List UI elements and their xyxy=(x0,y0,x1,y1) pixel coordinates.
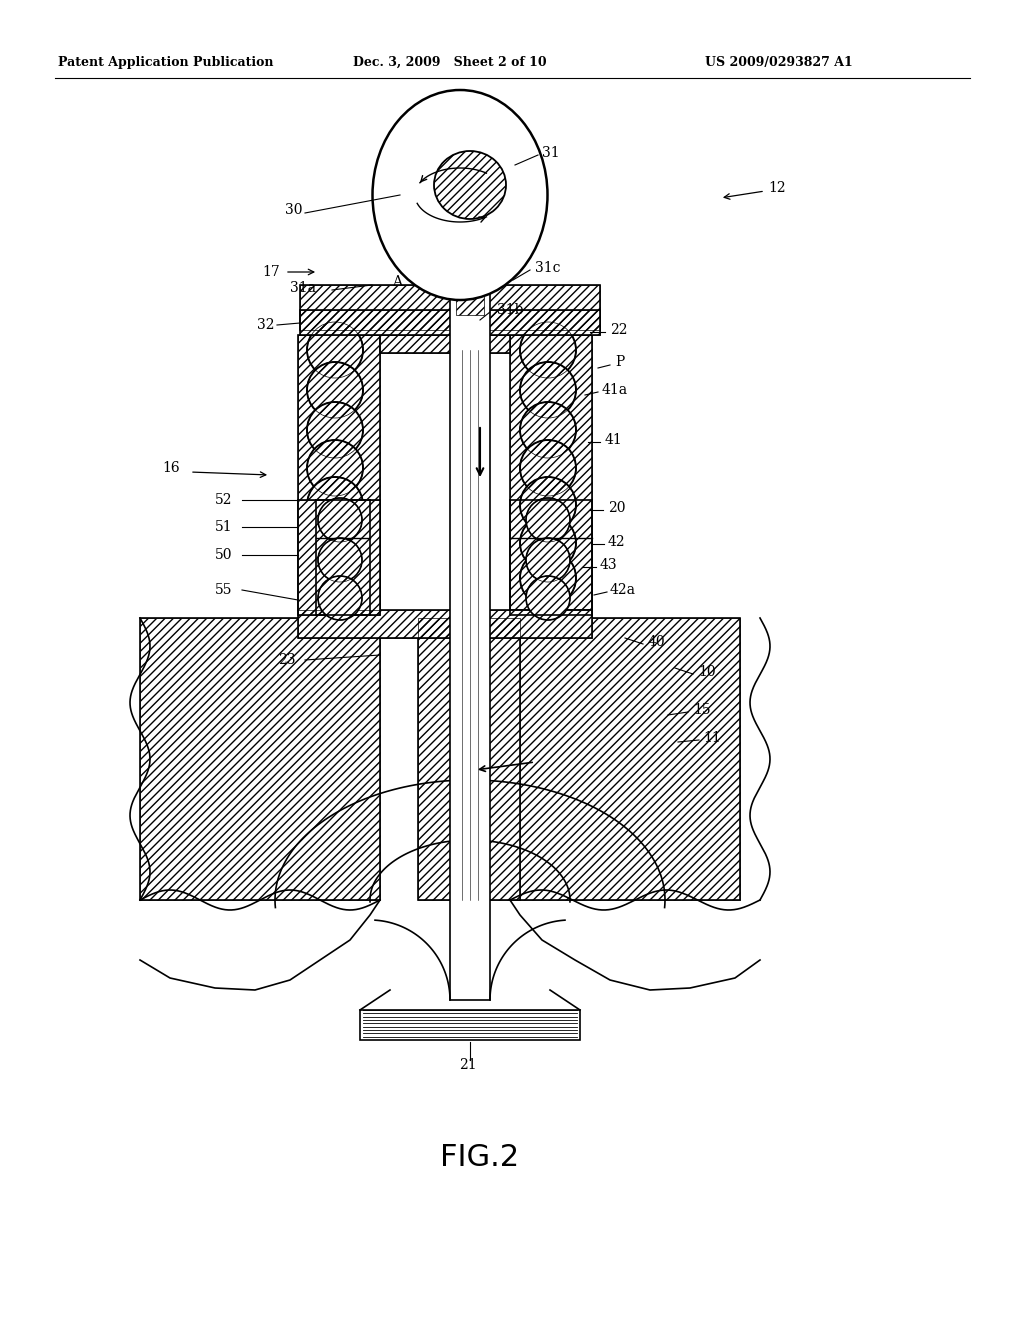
Text: 21: 21 xyxy=(459,1059,477,1072)
Ellipse shape xyxy=(434,150,506,219)
Text: 50: 50 xyxy=(215,548,232,562)
Polygon shape xyxy=(300,310,600,335)
Text: 41: 41 xyxy=(605,433,623,447)
Circle shape xyxy=(318,498,362,543)
Circle shape xyxy=(307,550,362,606)
Circle shape xyxy=(307,440,362,496)
Text: FIG.2: FIG.2 xyxy=(440,1143,519,1172)
Text: 32: 32 xyxy=(257,318,274,333)
Polygon shape xyxy=(300,285,600,330)
Circle shape xyxy=(520,403,575,458)
Polygon shape xyxy=(298,500,380,615)
Polygon shape xyxy=(298,610,592,638)
Polygon shape xyxy=(510,335,592,610)
Text: 31b: 31b xyxy=(497,304,523,317)
Circle shape xyxy=(526,498,570,543)
Text: 15: 15 xyxy=(693,704,711,717)
Circle shape xyxy=(307,515,362,572)
Text: US 2009/0293827 A1: US 2009/0293827 A1 xyxy=(705,55,853,69)
Text: 41a: 41a xyxy=(602,383,628,397)
Polygon shape xyxy=(450,285,490,1001)
Text: 31c: 31c xyxy=(535,261,560,275)
Text: A: A xyxy=(392,275,402,289)
Text: 52: 52 xyxy=(215,492,232,507)
Text: 10: 10 xyxy=(698,665,716,678)
Circle shape xyxy=(307,403,362,458)
Polygon shape xyxy=(298,335,380,610)
Polygon shape xyxy=(418,618,520,900)
Polygon shape xyxy=(456,285,484,315)
Polygon shape xyxy=(380,335,510,352)
Text: 20: 20 xyxy=(608,502,626,515)
Polygon shape xyxy=(140,618,380,900)
Text: 31a: 31a xyxy=(290,281,316,294)
Circle shape xyxy=(520,322,575,378)
Circle shape xyxy=(526,539,570,582)
Circle shape xyxy=(307,362,362,418)
Text: Patent Application Publication: Patent Application Publication xyxy=(58,55,273,69)
Text: Dec. 3, 2009   Sheet 2 of 10: Dec. 3, 2009 Sheet 2 of 10 xyxy=(353,55,547,69)
Circle shape xyxy=(318,539,362,582)
Circle shape xyxy=(520,515,575,572)
Polygon shape xyxy=(360,1010,580,1040)
Text: 31: 31 xyxy=(542,147,560,160)
Ellipse shape xyxy=(373,90,548,300)
Circle shape xyxy=(526,576,570,620)
Circle shape xyxy=(307,477,362,533)
Text: 17: 17 xyxy=(262,265,280,279)
Text: 22: 22 xyxy=(610,323,628,337)
Text: 51: 51 xyxy=(215,520,232,535)
Circle shape xyxy=(318,576,362,620)
Text: 23: 23 xyxy=(278,653,296,667)
Circle shape xyxy=(520,550,575,606)
Circle shape xyxy=(520,362,575,418)
Circle shape xyxy=(307,322,362,378)
Text: 42: 42 xyxy=(608,535,626,549)
Text: 12: 12 xyxy=(768,181,785,195)
Text: 11: 11 xyxy=(703,731,721,744)
Circle shape xyxy=(520,477,575,533)
Text: 40: 40 xyxy=(648,635,666,649)
Text: 55: 55 xyxy=(215,583,232,597)
Text: P: P xyxy=(615,355,625,370)
Text: 16: 16 xyxy=(162,461,179,475)
Polygon shape xyxy=(510,618,740,900)
Text: 42a: 42a xyxy=(610,583,636,597)
Text: 30: 30 xyxy=(285,203,302,216)
Text: 43: 43 xyxy=(600,558,617,572)
Circle shape xyxy=(520,440,575,496)
